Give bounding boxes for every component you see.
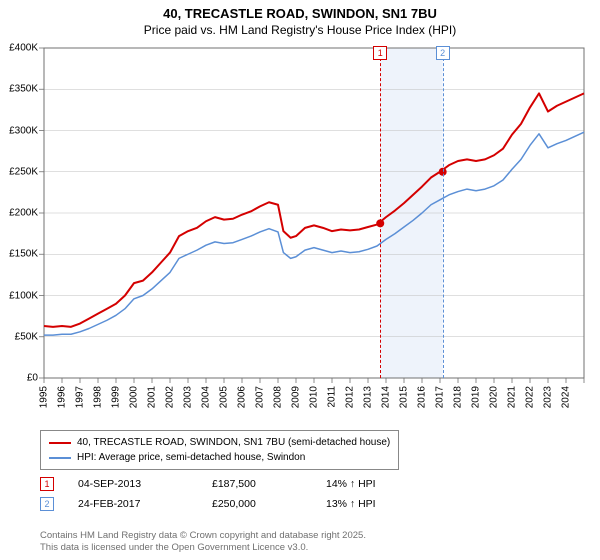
x-tick-label: 2024 [561, 386, 572, 408]
x-tick-label: 2002 [165, 386, 176, 408]
x-tick-label: 2020 [489, 386, 500, 408]
line-chart-svg [0, 42, 600, 422]
x-tick-label: 2000 [129, 386, 140, 408]
legend-item: HPI: Average price, semi-detached house,… [49, 450, 390, 465]
attribution-line1: Contains HM Land Registry data © Crown c… [40, 530, 366, 542]
x-tick-label: 2006 [237, 386, 248, 408]
x-tick-label: 2022 [525, 386, 536, 408]
chart-area: £0£50K£100K£150K£200K£250K£300K£350K£400… [0, 42, 600, 422]
x-tick-label: 2016 [417, 386, 428, 408]
attribution: Contains HM Land Registry data © Crown c… [40, 530, 366, 554]
x-tick-label: 2018 [453, 386, 464, 408]
page-title: 40, TRECASTLE ROAD, SWINDON, SN1 7BU [0, 0, 600, 23]
x-tick-label: 2001 [147, 386, 158, 408]
legend-label: 40, TRECASTLE ROAD, SWINDON, SN1 7BU (se… [77, 435, 390, 450]
row-delta: 14% ↑ HPI [326, 478, 376, 490]
row-delta: 13% ↑ HPI [326, 498, 376, 510]
x-tick-label: 1998 [93, 386, 104, 408]
x-tick-label: 2012 [345, 386, 356, 408]
legend-swatch [49, 442, 71, 444]
x-tick-label: 1999 [111, 386, 122, 408]
x-tick-label: 2008 [273, 386, 284, 408]
x-tick-label: 1997 [75, 386, 86, 408]
x-tick-label: 2009 [291, 386, 302, 408]
row-price: £250,000 [212, 498, 302, 510]
transaction-row: 1 04-SEP-2013 £187,500 14% ↑ HPI [40, 474, 376, 494]
x-tick-label: 1996 [57, 386, 68, 408]
row-marker: 1 [40, 477, 54, 491]
row-date: 04-SEP-2013 [78, 478, 188, 490]
transaction-row: 2 24-FEB-2017 £250,000 13% ↑ HPI [40, 494, 376, 514]
legend: 40, TRECASTLE ROAD, SWINDON, SN1 7BU (se… [40, 430, 399, 470]
x-tick-label: 2003 [183, 386, 194, 408]
row-date: 24-FEB-2017 [78, 498, 188, 510]
x-tick-label: 2011 [327, 386, 338, 408]
page-subtitle: Price paid vs. HM Land Registry's House … [0, 23, 600, 39]
x-tick-label: 2021 [507, 386, 518, 408]
legend-label: HPI: Average price, semi-detached house,… [77, 450, 305, 465]
x-tick-label: 2014 [381, 386, 392, 408]
x-tick-label: 2013 [363, 386, 374, 408]
legend-item: 40, TRECASTLE ROAD, SWINDON, SN1 7BU (se… [49, 435, 390, 450]
legend-swatch [49, 457, 71, 459]
x-tick-label: 2015 [399, 386, 410, 408]
x-tick-label: 2005 [219, 386, 230, 408]
x-tick-label: 2017 [435, 386, 446, 408]
row-price: £187,500 [212, 478, 302, 490]
x-tick-label: 2007 [255, 386, 266, 408]
attribution-line2: This data is licensed under the Open Gov… [40, 542, 366, 554]
x-tick-label: 1995 [39, 386, 50, 408]
x-tick-label: 2010 [309, 386, 320, 408]
x-tick-label: 2004 [201, 386, 212, 408]
x-tick-label: 2023 [543, 386, 554, 408]
row-marker: 2 [40, 497, 54, 511]
transactions-table: 1 04-SEP-2013 £187,500 14% ↑ HPI 2 24-FEB-201… [40, 474, 376, 514]
x-tick-label: 2019 [471, 386, 482, 408]
